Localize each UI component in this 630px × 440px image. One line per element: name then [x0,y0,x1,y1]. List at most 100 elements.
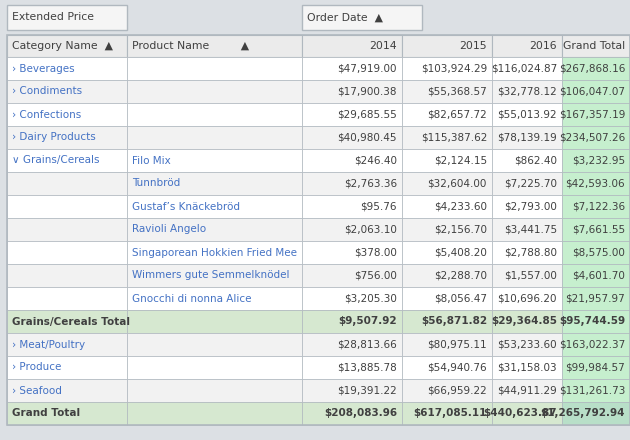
Text: $28,813.66: $28,813.66 [337,340,397,349]
Text: Grains/Cereals Total: Grains/Cereals Total [12,316,130,326]
Bar [7,80,127,103]
Text: $95.76: $95.76 [360,202,397,212]
Bar [7,264,127,287]
Text: $2,124.15: $2,124.15 [434,155,487,165]
Text: $56,871.82: $56,871.82 [421,316,487,326]
Bar [492,149,562,172]
Text: $2,793.00: $2,793.00 [504,202,557,212]
Text: $10,696.20: $10,696.20 [498,293,557,304]
Bar [302,402,402,425]
Text: $5,408.20: $5,408.20 [434,247,487,257]
Text: $167,357.19: $167,357.19 [559,110,625,120]
Bar [402,103,492,126]
Bar [7,310,127,333]
Text: Category Name  ▲: Category Name ▲ [12,41,113,51]
Text: $29,685.55: $29,685.55 [337,110,397,120]
Text: $44,911.29: $44,911.29 [497,385,557,396]
Bar [562,149,630,172]
Bar [302,103,402,126]
Text: Tunnbröd: Tunnbröd [132,179,180,188]
Bar [302,172,402,195]
Bar [492,126,562,149]
Text: $617,085.11: $617,085.11 [414,408,487,418]
Bar [492,333,562,356]
Text: $378.00: $378.00 [354,247,397,257]
Text: $2,063.10: $2,063.10 [344,224,397,235]
Bar [7,57,127,80]
Bar [402,356,492,379]
Text: $8,575.00: $8,575.00 [572,247,625,257]
Bar [302,264,402,287]
Bar [302,218,402,241]
Bar [302,149,402,172]
Bar [492,356,562,379]
Bar [127,103,302,126]
Bar [402,195,492,218]
Text: $3,232.95: $3,232.95 [572,155,625,165]
Bar [127,379,302,402]
Text: › Meat/Poultry: › Meat/Poultry [12,340,85,349]
Text: $8,056.47: $8,056.47 [434,293,487,304]
Bar [302,333,402,356]
Bar [7,218,127,241]
Text: 2016: 2016 [529,41,557,51]
Bar [302,5,422,30]
Bar [7,333,127,356]
Text: ∨ Grains/Cereals: ∨ Grains/Cereals [12,155,100,165]
Text: $4,233.60: $4,233.60 [434,202,487,212]
Text: $47,919.00: $47,919.00 [338,63,397,73]
Bar [7,287,127,310]
Text: $103,924.29: $103,924.29 [421,63,487,73]
Text: $2,288.70: $2,288.70 [434,271,487,281]
Bar [402,264,492,287]
Text: $3,205.30: $3,205.30 [344,293,397,304]
Text: $234,507.26: $234,507.26 [559,132,625,143]
Bar [127,333,302,356]
Text: › Seafood: › Seafood [12,385,62,396]
Bar [302,287,402,310]
Text: Product Name         ▲: Product Name ▲ [132,41,249,51]
Bar [7,126,127,149]
Text: $267,868.16: $267,868.16 [559,63,625,73]
Text: $21,957.97: $21,957.97 [565,293,625,304]
Bar [7,195,127,218]
Text: $99,984.57: $99,984.57 [565,363,625,373]
Bar [7,356,127,379]
Text: $115,387.62: $115,387.62 [421,132,487,143]
Bar [302,241,402,264]
Bar [562,402,630,425]
Text: Wimmers gute Semmelknödel: Wimmers gute Semmelknödel [132,271,290,281]
Bar [562,80,630,103]
Text: › Condiments: › Condiments [12,87,82,96]
Text: › Dairy Products: › Dairy Products [12,132,96,143]
Bar [402,333,492,356]
Bar [127,80,302,103]
Text: $55,368.57: $55,368.57 [427,87,487,96]
Bar [562,287,630,310]
Bar [562,264,630,287]
Text: Order Date  ▲: Order Date ▲ [307,12,383,22]
Bar [492,195,562,218]
Bar [402,402,492,425]
Text: $66,959.22: $66,959.22 [427,385,487,396]
Bar [562,57,630,80]
Text: $55,013.92: $55,013.92 [497,110,557,120]
Bar [492,80,562,103]
Bar [402,241,492,264]
Bar [492,402,562,425]
Bar [492,35,562,57]
Bar [562,379,630,402]
Text: $32,778.12: $32,778.12 [497,87,557,96]
Bar [127,195,302,218]
Text: $32,604.00: $32,604.00 [428,179,487,188]
Text: $17,900.38: $17,900.38 [338,87,397,96]
Text: Grand Total: Grand Total [563,41,625,51]
Bar [402,310,492,333]
Bar [562,241,630,264]
Text: $1,265,792.94: $1,265,792.94 [541,408,625,418]
Text: › Produce: › Produce [12,363,61,373]
Bar [7,103,127,126]
Bar [492,264,562,287]
Text: $2,156.70: $2,156.70 [434,224,487,235]
Text: Grand Total: Grand Total [12,408,80,418]
